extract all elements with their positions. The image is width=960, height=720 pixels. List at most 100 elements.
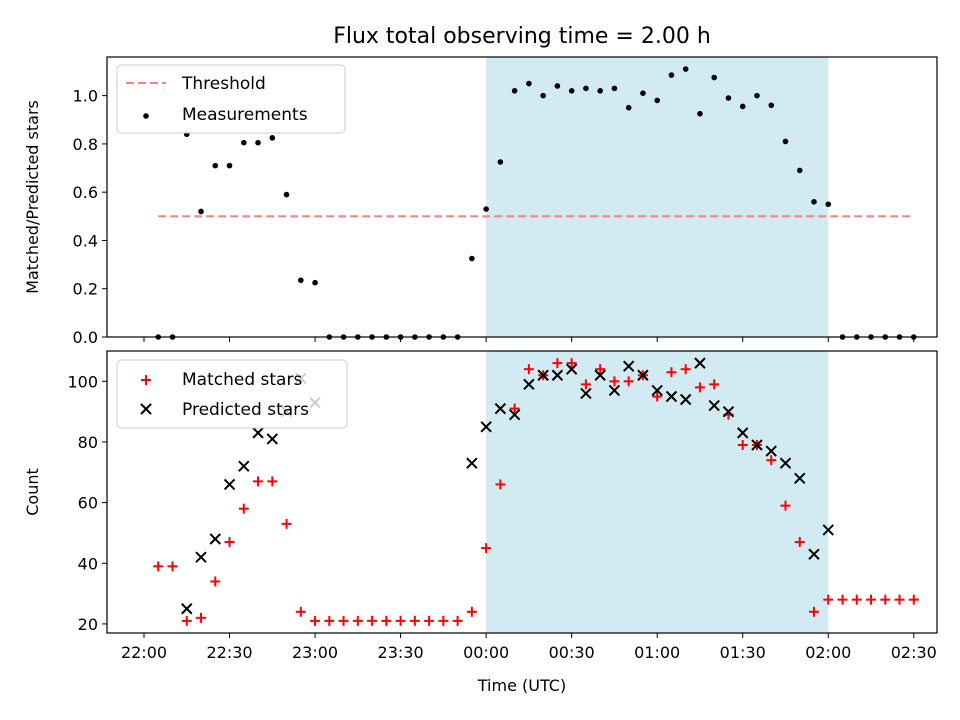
predicted-star-point [765, 445, 777, 457]
ratio-panel-ylabel: Matched/Predicted stars [23, 100, 42, 294]
measurement-point [597, 87, 603, 94]
matched-star-point [509, 403, 520, 414]
matched-star-point [823, 594, 834, 605]
measurement-point [654, 97, 660, 104]
matched-star-point [196, 612, 207, 623]
measurement-point [739, 103, 746, 110]
measurement-point [540, 92, 546, 99]
predicted-star-point [494, 402, 507, 415]
predicted-star-point [195, 551, 207, 563]
x-tick-label: 23:00 [292, 643, 338, 662]
matched-star-point [694, 382, 705, 393]
matched-star-point [780, 500, 791, 511]
measurement-point [298, 277, 304, 284]
y-tick-label: 100 [67, 372, 98, 391]
matched-star-point [894, 594, 905, 605]
measurement-point [283, 191, 290, 198]
matched-star-point [295, 606, 306, 617]
measurement-point [269, 135, 276, 141]
legend-box [116, 359, 348, 429]
matched-star-point [253, 476, 264, 487]
measurement-point [583, 85, 589, 92]
matched-star-point [609, 376, 620, 387]
measurement-point [483, 206, 489, 212]
measurement-point [640, 90, 646, 97]
matched-star-point [381, 615, 392, 626]
matched-star-point [652, 391, 663, 402]
predicted-star-point [181, 603, 193, 615]
measurement-point [754, 92, 760, 99]
matched-star-point [880, 594, 891, 605]
count-panel-ticks: 20 40 60 80 100 [67, 372, 915, 638]
predicted-star-point [608, 384, 621, 397]
legend-matched-label: Matched stars [182, 370, 302, 390]
predicted-star-point [223, 478, 236, 491]
matched-star-point [666, 367, 677, 378]
legend-box [116, 64, 346, 134]
x-tick-label: 22:30 [206, 643, 252, 662]
y-tick-label: 1.0 [73, 87, 98, 106]
matched-star-point [352, 615, 363, 626]
x-tick-label: 00:30 [549, 643, 595, 662]
predicted-star-point [679, 393, 692, 406]
measurement-point [725, 95, 732, 101]
legend-predicted-label: Predicted stars [182, 400, 309, 420]
measurement-point [825, 201, 832, 208]
count-panel-legend: Matched stars Predicted stars [116, 359, 348, 429]
predicted-star-point [779, 457, 792, 469]
predicted-star-point [537, 369, 549, 381]
measurement-point [554, 83, 561, 89]
matched-star-point [338, 615, 349, 626]
measurement-point [711, 74, 718, 81]
predicted-star-point [266, 433, 279, 445]
ratio-panel-legend: Threshold Measurements [116, 64, 346, 134]
chart-title: Flux total observing time = 2.00 h [333, 24, 711, 49]
legend-measurements-swatch [143, 113, 149, 119]
matched-star-point [466, 606, 477, 617]
predicted-star-point [594, 369, 606, 381]
predicted-star-point [622, 360, 635, 372]
measurement-point [782, 138, 789, 145]
predicted-star-point [565, 363, 578, 375]
measurement-point [526, 80, 532, 87]
measurement-point [226, 162, 233, 169]
matched-star-point [580, 379, 591, 390]
measurement-point [625, 104, 632, 111]
predicted-star-point [637, 369, 649, 381]
matched-star-point [766, 455, 777, 466]
measurement-point [312, 279, 318, 286]
y-tick-label: 20 [78, 615, 98, 634]
matched-star-point [794, 537, 805, 548]
matched-star-point [153, 561, 164, 572]
predicted-star-point [822, 524, 834, 536]
matched-star-point [837, 594, 848, 605]
matched-star-point [737, 440, 748, 450]
y-tick-label: 40 [78, 554, 98, 573]
measurement-point [568, 87, 575, 94]
predicted-star-point [722, 405, 735, 418]
ratio-panel-ticks: 0.0 0.2 0.4 0.6 0.8 1.0 [73, 87, 915, 347]
matched-star-point [324, 615, 335, 626]
predicted-star-point [580, 387, 592, 400]
predicted-star-point [794, 472, 806, 485]
x-tick-label: 02:30 [891, 643, 937, 662]
predicted-star-point [751, 439, 763, 451]
y-tick-label: 0.0 [73, 328, 98, 347]
matched-star-point [709, 379, 720, 390]
legend-threshold-label: Threshold [181, 74, 266, 94]
predicted-star-point [694, 357, 706, 369]
matched-star-point [438, 615, 449, 626]
matched-star-point [409, 615, 420, 626]
predicted-star-point [466, 457, 478, 469]
predicted-star-point [480, 421, 492, 433]
matched-star-point [224, 537, 235, 548]
predicted-star-point [665, 390, 678, 403]
measurement-point [768, 102, 775, 109]
matched-star-point [210, 576, 221, 587]
matched-star-point [595, 364, 606, 375]
count-panel: 20 40 60 80 100 Count Matched stars Predicte… [23, 350, 938, 638]
measurement-point [469, 255, 475, 262]
predicted-star-point [651, 384, 663, 397]
measurement-point [611, 85, 618, 92]
